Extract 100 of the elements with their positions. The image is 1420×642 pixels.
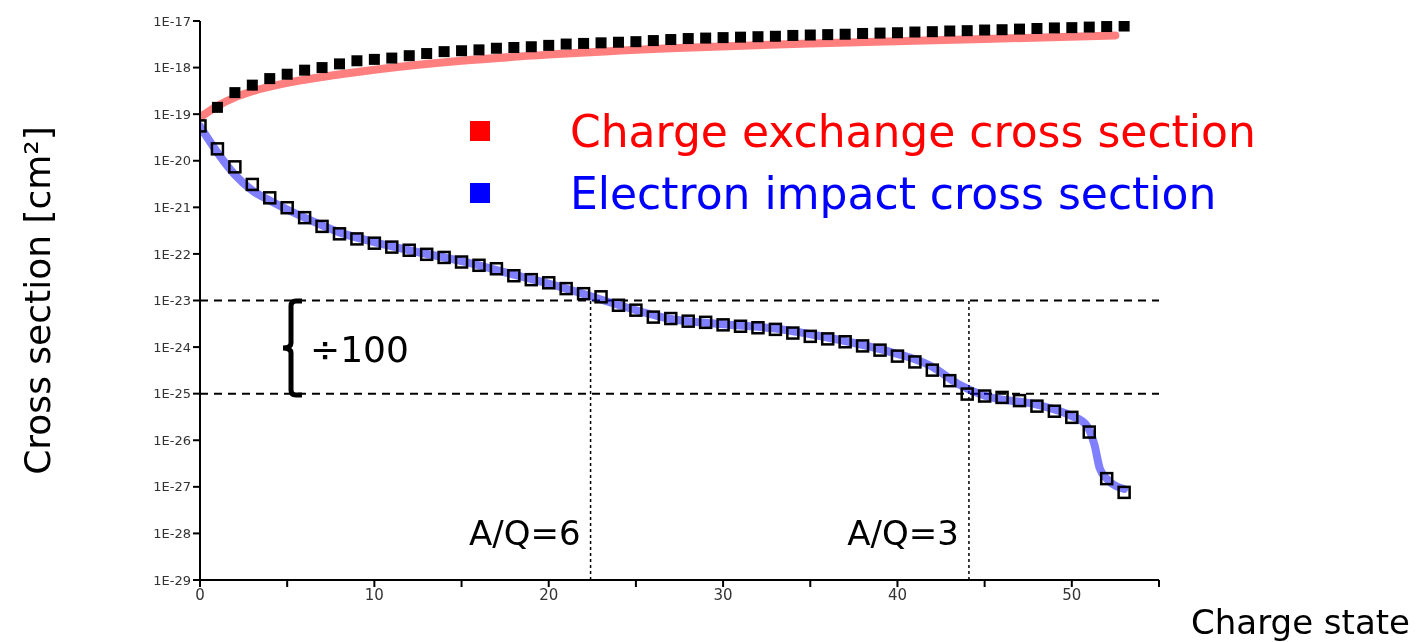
y-tick-label: 1E-20 <box>153 153 191 169</box>
x-tick-label: 20 <box>539 585 559 604</box>
point <box>1048 22 1060 34</box>
y-tick-label: 1E-24 <box>153 339 191 355</box>
point <box>838 335 852 349</box>
point <box>752 31 764 43</box>
point <box>560 38 572 50</box>
point <box>210 142 225 156</box>
point <box>1099 471 1114 486</box>
y-tick-label: 1E-17 <box>153 13 191 29</box>
point <box>264 73 276 85</box>
point <box>454 255 469 269</box>
point <box>908 355 922 369</box>
point <box>438 46 450 58</box>
y-tick-label: 1E-18 <box>153 60 191 76</box>
point <box>472 258 486 273</box>
point <box>1066 22 1078 34</box>
point <box>822 29 834 41</box>
y-tick-label: 1E-21 <box>153 199 191 215</box>
point <box>944 25 956 37</box>
point <box>419 247 434 262</box>
point <box>664 311 678 326</box>
x-tick-label: 50 <box>1062 585 1082 604</box>
point <box>611 298 626 313</box>
point <box>995 390 1009 405</box>
point <box>768 322 783 337</box>
point <box>1031 23 1043 35</box>
point <box>873 343 887 357</box>
point <box>733 319 748 333</box>
point <box>716 318 730 332</box>
point <box>576 286 591 301</box>
point <box>769 30 781 42</box>
point <box>332 227 347 241</box>
point <box>735 31 747 43</box>
point <box>943 373 957 388</box>
y-tick-label: 1E-29 <box>153 572 191 588</box>
point <box>925 363 940 377</box>
point <box>926 26 938 38</box>
y-tick-label: 1E-28 <box>153 526 191 542</box>
y-tick-label: 1E-19 <box>153 106 191 122</box>
x-tick-label: 30 <box>713 585 733 604</box>
point <box>351 55 363 67</box>
point <box>612 36 624 48</box>
point <box>456 45 468 57</box>
point <box>839 28 851 40</box>
point <box>647 35 659 47</box>
point <box>630 36 642 48</box>
point <box>1082 425 1096 439</box>
legend-label: Charge exchange cross section <box>570 105 1256 157</box>
point <box>489 262 504 276</box>
point <box>1030 399 1044 413</box>
point <box>437 250 451 265</box>
point <box>909 26 921 38</box>
point <box>787 29 799 41</box>
point <box>717 32 729 44</box>
point <box>333 58 345 70</box>
y-tick-label: 1E-27 <box>153 479 191 495</box>
point <box>855 339 870 353</box>
point <box>700 32 712 44</box>
y-tick-label: 1E-25 <box>153 386 191 402</box>
point <box>524 272 539 287</box>
point <box>541 276 556 290</box>
point <box>874 27 886 39</box>
point <box>1014 23 1026 35</box>
point <box>996 24 1008 36</box>
annotation: A/Q=3 <box>847 513 959 554</box>
point <box>820 332 835 346</box>
point <box>804 29 816 41</box>
point <box>629 303 643 317</box>
point <box>490 42 502 54</box>
point <box>646 310 661 324</box>
point <box>559 281 573 296</box>
y-axis-title: Cross section [cm²] <box>17 126 58 475</box>
point <box>229 87 241 99</box>
point <box>350 232 364 246</box>
point <box>961 25 973 37</box>
x-tick-label: 10 <box>364 585 384 604</box>
point <box>402 243 416 257</box>
point <box>1047 404 1062 418</box>
point <box>421 48 433 60</box>
point <box>508 41 520 53</box>
point <box>1117 485 1131 500</box>
point <box>857 27 869 39</box>
point <box>665 34 677 46</box>
point <box>246 79 258 91</box>
point <box>977 389 992 403</box>
x-axis-title: Charge state <box>1191 602 1410 642</box>
point <box>595 37 607 49</box>
point <box>299 64 311 76</box>
point <box>786 326 800 340</box>
point <box>228 160 242 174</box>
point <box>682 33 694 45</box>
point <box>578 37 590 49</box>
point <box>297 210 312 225</box>
y-tick-label: 1E-23 <box>153 293 191 309</box>
annotation: A/Q=6 <box>468 513 581 554</box>
annotation: ÷100 <box>310 329 409 370</box>
point <box>473 44 485 56</box>
point <box>890 349 905 363</box>
point <box>803 329 818 344</box>
